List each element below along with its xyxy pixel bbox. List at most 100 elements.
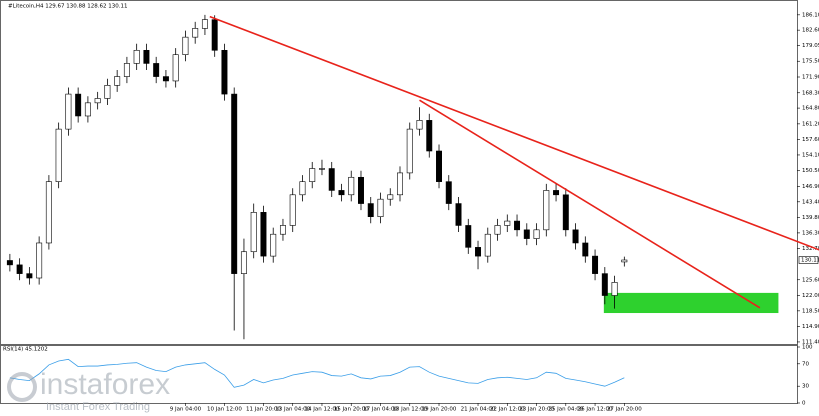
y-tick-label: 122.00	[802, 293, 819, 299]
rsi-tick-label: 70	[802, 361, 809, 367]
candle-body	[533, 229, 540, 239]
candle-body	[16, 264, 23, 274]
rsi-line	[9, 358, 625, 388]
y-tick-label: 125.60	[802, 277, 819, 283]
candle-body	[553, 190, 560, 196]
candle-body	[455, 203, 462, 226]
x-tick-label: 13 Jan 04:00	[275, 407, 310, 413]
y-tick-label: 154.10	[802, 152, 819, 158]
candle-body	[143, 49, 150, 64]
watermark-tagline: Instant Forex Trading	[46, 401, 150, 413]
main-panel	[0, 0, 798, 345]
y-tick-label: 175.50	[802, 59, 819, 65]
candle-body	[562, 194, 569, 231]
y-tick-label: 168.30	[802, 90, 819, 96]
y-tick-label: 118.50	[802, 308, 819, 314]
x-tick-label: 10 Jan 12:00	[207, 407, 242, 413]
candle-body	[84, 102, 91, 117]
rsi-panel	[0, 345, 798, 404]
candle-body	[65, 93, 72, 130]
watermark-logo	[7, 372, 37, 402]
y-tick-label: 171.90	[802, 75, 819, 81]
current-price-box	[798, 256, 819, 264]
watermark: instaforex Instant Forex Trading	[7, 368, 170, 413]
trendline	[419, 99, 761, 309]
candle-body	[94, 98, 101, 104]
candle-body	[36, 242, 43, 279]
candle-body	[367, 203, 374, 217]
candle-body	[494, 225, 501, 235]
marks: 186.10 182.60 179.05 175.50 171.90 168.30 164.…	[6, 12, 819, 413]
candle-body	[504, 220, 511, 226]
x-tick-label: 21 Jan 04:00	[461, 407, 496, 413]
candle-body	[231, 93, 238, 274]
x-tick-label: 22 Jan 12:00	[490, 407, 525, 413]
x-tick-label: 11 Jan 20:00	[246, 407, 281, 413]
candle-body	[260, 212, 267, 257]
candle-body	[426, 120, 433, 152]
x-tick-label: 26 Jan 12:00	[578, 407, 613, 413]
candle-body	[543, 190, 550, 231]
candle-body	[358, 176, 364, 204]
candle-body	[221, 49, 228, 95]
candle-body	[582, 242, 589, 257]
y-tick-label: 114.90	[802, 324, 819, 330]
rsi-tick-label: 30	[802, 384, 809, 390]
candle-body	[328, 168, 335, 191]
candle-body	[484, 233, 491, 257]
candle-body	[621, 259, 628, 263]
candle-body	[45, 181, 52, 244]
x-tick-label: 25 Jan 04:00	[548, 407, 583, 413]
x-tick-label: 14 Jan 12:00	[305, 407, 340, 413]
x-tick-label: 18 Jan 12:00	[392, 407, 427, 413]
watermark-brand: instaforex	[40, 368, 170, 401]
candle-body	[162, 76, 169, 82]
candle-body	[601, 273, 608, 296]
candle-body	[192, 28, 199, 38]
x-tick-label: 9 Jan 04:00	[170, 407, 202, 413]
candle-body	[172, 54, 179, 82]
candle-body	[211, 19, 218, 51]
y-tick-label: 161.20	[802, 121, 819, 127]
rsi-tick-label: 100	[802, 345, 813, 351]
y-tick-label: 157.60	[802, 137, 819, 143]
rsi-tick-label: 0	[802, 401, 806, 407]
x-tick-label: 15 Jan 20:00	[334, 407, 369, 413]
candle-body	[475, 247, 482, 257]
candle-body	[611, 282, 618, 296]
candle-body	[6, 260, 13, 266]
x-tick-label: 27 Jan 20:00	[607, 407, 642, 413]
x-tick-label: 17 Jan 04:00	[363, 407, 398, 413]
y-tick-label: 186.10	[802, 12, 819, 18]
candle-body	[75, 93, 82, 117]
candle-body	[436, 150, 442, 182]
candle-body	[289, 194, 296, 226]
candle-body	[406, 128, 413, 174]
y-tick-label: 179.05	[802, 43, 819, 49]
chart-title: #Litecoin,H4 129.67 130.88 128.62 130.11	[8, 4, 128, 10]
y-tick-label: 139.80	[802, 215, 819, 221]
current-price-label: 130.11	[801, 258, 819, 264]
candle-body	[397, 172, 403, 196]
candle-body	[465, 225, 472, 248]
candle-body	[523, 229, 530, 239]
candle-body	[250, 212, 257, 253]
candle-body	[123, 63, 130, 77]
candle-body	[26, 273, 33, 279]
y-tick-label: 132.70	[802, 246, 819, 252]
candle-body	[377, 198, 384, 217]
x-tick-label: 23 Jan 20:00	[519, 407, 554, 413]
candle-body	[338, 190, 345, 196]
trendline	[209, 15, 819, 251]
candle-body	[104, 85, 111, 99]
candle-body	[387, 194, 394, 200]
candle-body	[270, 233, 277, 257]
candle-body	[279, 225, 286, 235]
y-tick-label: 143.40	[802, 199, 819, 205]
candle-body	[299, 181, 306, 196]
y-tick-label: 146.90	[802, 184, 819, 190]
candle-body	[514, 220, 521, 231]
y-tick-label: 136.30	[802, 230, 819, 236]
candle-body	[153, 63, 160, 77]
